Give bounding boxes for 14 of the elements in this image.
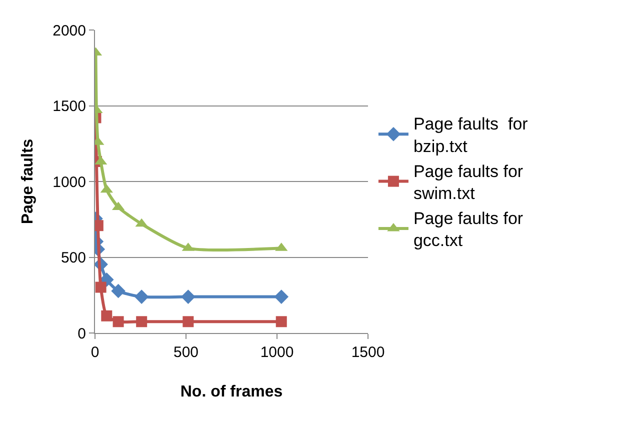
x-tick-label: 1000 [260,344,294,361]
y-tick-label: 0 [78,325,86,342]
legend-label: Page faults for swim.txt [413,162,524,203]
y-tick-label: 500 [60,250,86,266]
x-tick-label: 500 [173,344,199,361]
y-tick-label: 1500 [52,98,86,115]
x-axis-title: No. of frames [180,384,283,401]
legend-label: Page faults for gcc.txt [413,209,524,250]
legend-label: Page faults for bzip.txt [413,114,528,156]
y-axis-title: Page faults [20,138,37,224]
x-tick-label: 1500 [351,344,385,361]
x-tick-label: 0 [90,344,100,361]
y-tick-label: 2000 [52,22,86,40]
y-tick-label: 1000 [52,174,86,191]
